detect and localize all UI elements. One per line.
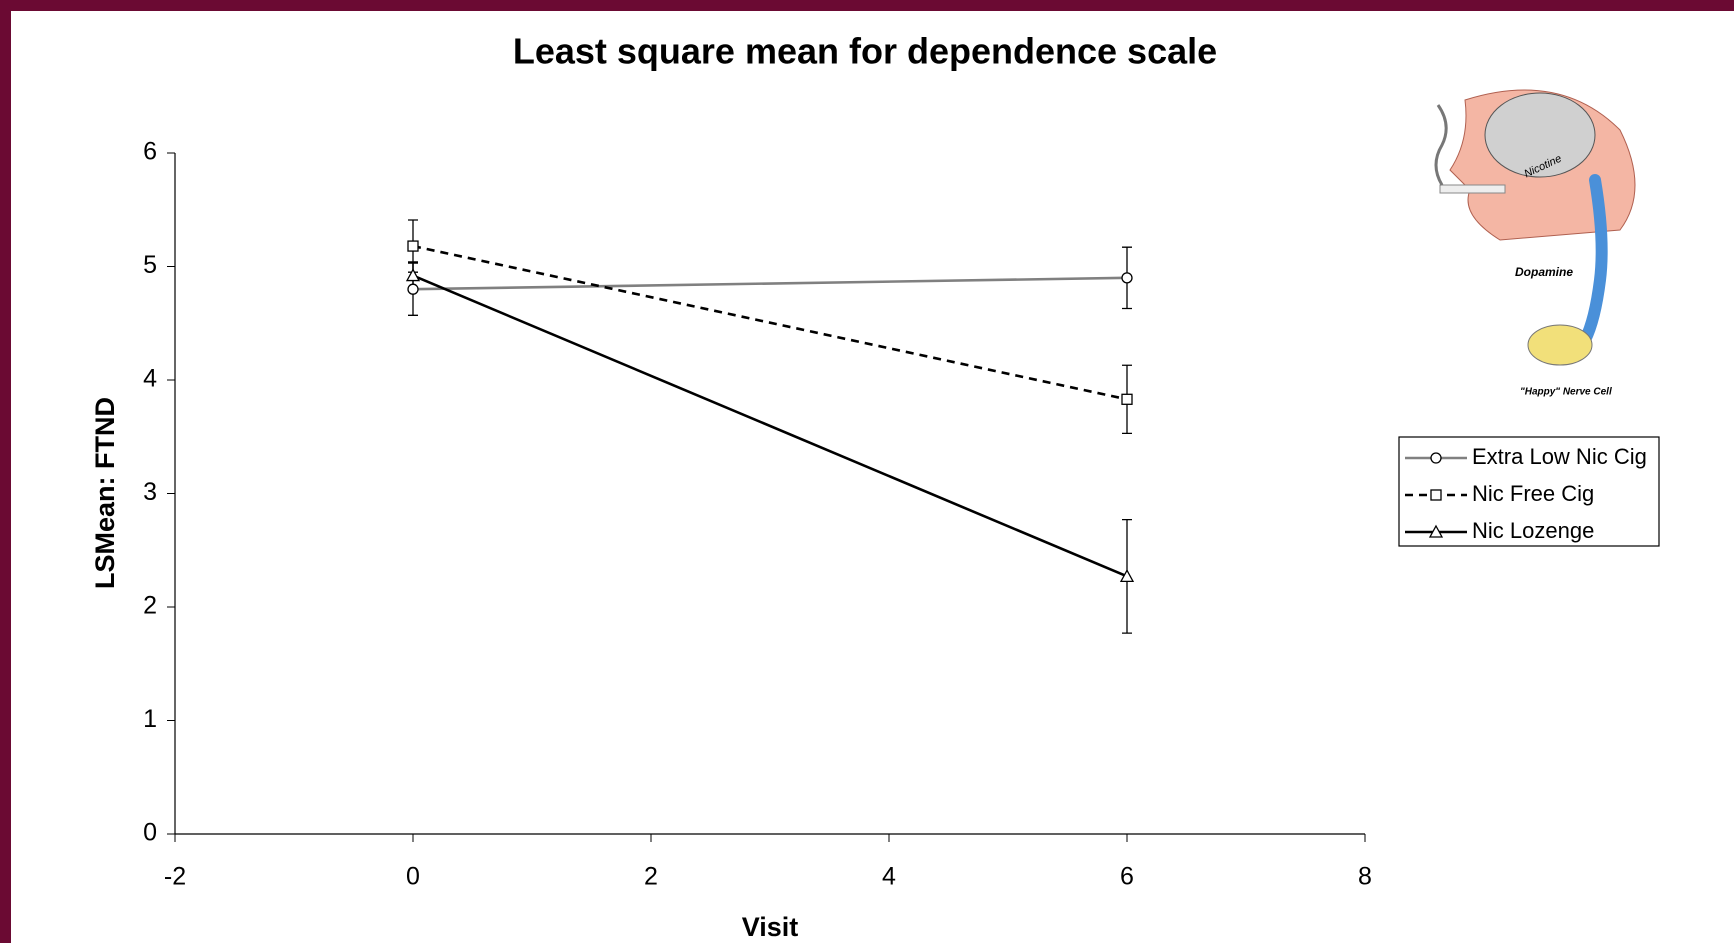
y-tick-label: 5 [143, 251, 157, 279]
legend-marker [1430, 452, 1442, 464]
y-tick-label: 6 [143, 138, 157, 166]
series-line [412, 244, 1128, 401]
data-point [407, 283, 419, 295]
y-tick-label: 3 [143, 478, 157, 506]
legend-label: Nic Free Cig [1472, 481, 1594, 506]
x-axis-label: Visit [742, 912, 799, 942]
nerve-cell [1527, 324, 1593, 366]
y-tick-label: 1 [143, 705, 157, 733]
data-point [407, 240, 419, 252]
x-tick-label: 2 [644, 863, 658, 891]
legend-label: Extra Low Nic Cig [1472, 444, 1647, 469]
axon [1579, 174, 1608, 346]
legend-marker [1428, 524, 1444, 538]
legend-box [1398, 436, 1660, 547]
illustration: Nicotine Dopamine "Happy" Nerve Cell [1434, 89, 1636, 398]
x-tick-label: 4 [882, 863, 896, 891]
illustration-label: Dopamine [1515, 265, 1573, 279]
y-axis-label: LSMean: FTND [90, 397, 120, 589]
data-point [1121, 272, 1133, 284]
y-tick-label: 0 [143, 819, 157, 847]
smoke [1434, 104, 1448, 186]
series-line [412, 276, 1128, 291]
cigarette [1439, 184, 1506, 194]
data-point [1121, 393, 1133, 405]
data-point [405, 268, 421, 282]
legend-marker [1430, 489, 1442, 501]
y-tick-label: 2 [143, 592, 157, 620]
legend-label: Nic Lozenge [1472, 518, 1594, 543]
x-tick-label: -2 [164, 863, 186, 891]
data-point [1119, 568, 1135, 583]
y-tick-label: 4 [143, 365, 157, 393]
illustration-label: "Happy" Nerve Cell [1520, 387, 1612, 398]
series-line [412, 274, 1128, 578]
brain [1484, 92, 1596, 178]
x-tick-label: 8 [1358, 863, 1372, 891]
x-tick-label: 0 [406, 863, 420, 891]
chart-title: Least square mean for dependence scale [513, 31, 1217, 72]
x-tick-label: 6 [1120, 863, 1134, 891]
